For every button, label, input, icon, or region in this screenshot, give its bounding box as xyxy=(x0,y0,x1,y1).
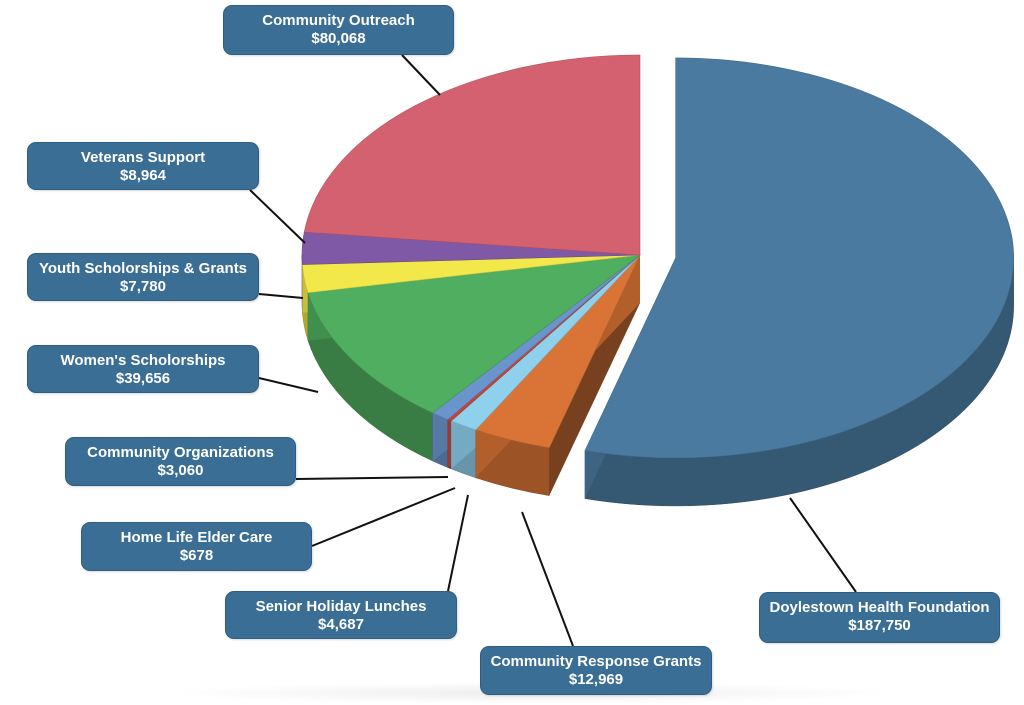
callout-youth-scholarships: Youth Scholorships & Grants $7,780 xyxy=(27,253,259,301)
slice-label: Doylestown Health Foundation xyxy=(769,599,990,616)
slice-label: Home Life Elder Care xyxy=(120,529,273,546)
leader-line-7 xyxy=(521,511,574,647)
callout-veterans-support: Veterans Support $8,964 xyxy=(27,142,259,190)
leader-lines xyxy=(249,54,857,647)
slice-label: Community Organizations xyxy=(87,444,274,461)
leader-line-2 xyxy=(258,293,304,299)
slice-label: Veterans Support xyxy=(80,149,206,166)
slice-value: $39,656 xyxy=(115,370,171,387)
slice-tops xyxy=(301,54,1014,459)
slice-value: $12,969 xyxy=(568,671,624,688)
leader-line-8 xyxy=(789,497,857,593)
callout-community-outreach: Community Outreach $80,068 xyxy=(223,5,454,55)
slice-label: Community Outreach xyxy=(262,12,415,29)
callout-womens-scholarships: Women's Scholorships $39,656 xyxy=(27,345,259,393)
leader-line-6 xyxy=(447,494,469,592)
leader-line-1 xyxy=(249,189,306,244)
slice-value: $7,780 xyxy=(120,278,166,295)
slice-value: $4,687 xyxy=(318,616,364,633)
slice-value: $80,068 xyxy=(311,30,366,47)
slice-doylestown-health-foundation xyxy=(584,57,1014,459)
slice-label: Senior Holiday Lunches xyxy=(255,598,427,615)
slice-label: Community Response Grants xyxy=(490,653,702,670)
slice-value: $678 xyxy=(179,547,214,564)
slice-women-s-scholorships xyxy=(307,254,642,414)
slice-value: $3,060 xyxy=(157,462,204,479)
slice-community-outreach xyxy=(303,54,641,256)
callout-doylestown-health-foundation: Doylestown Health Foundation $187,750 xyxy=(759,592,1000,643)
leader-line-5 xyxy=(311,487,456,547)
leader-line-0 xyxy=(401,54,441,96)
leader-line-3 xyxy=(258,377,319,393)
slice-value: $187,750 xyxy=(848,617,911,634)
slice-label: Women's Scholorships xyxy=(60,352,226,369)
slice-value: $8,964 xyxy=(120,167,166,184)
callout-home-life-elder-care: Home Life Elder Care $678 xyxy=(81,522,312,571)
callout-senior-holiday-lunches: Senior Holiday Lunches $4,687 xyxy=(225,591,457,639)
callout-community-organizations: Community Organizations $3,060 xyxy=(65,437,296,486)
leader-line-4 xyxy=(295,476,449,480)
slice-label: Youth Scholorships & Grants xyxy=(38,260,248,277)
callout-community-response-grants: Community Response Grants $12,969 xyxy=(480,646,712,695)
